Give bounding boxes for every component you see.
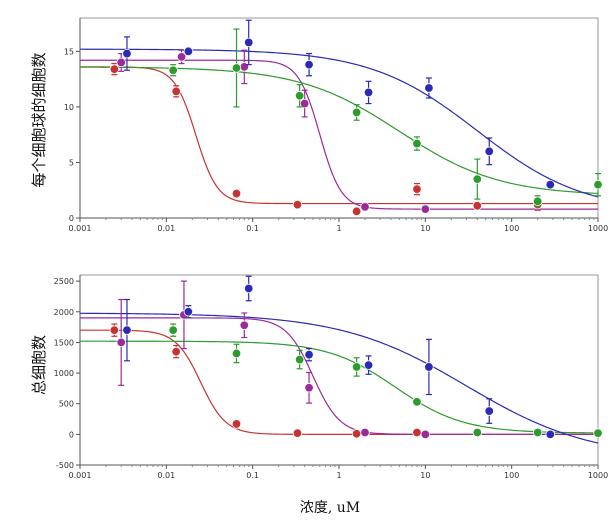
y-tick-label: 2500: [54, 277, 74, 286]
x-tick-label: 1: [336, 224, 341, 233]
data-point: [484, 406, 494, 416]
data-point: [294, 354, 305, 365]
data-point: [183, 46, 194, 57]
y-tick-label: 0: [69, 430, 74, 439]
data-point: [231, 188, 242, 199]
x-tick-label: 0.01: [157, 471, 175, 480]
data-point: [292, 428, 303, 438]
data-point: [412, 427, 422, 438]
data-point: [304, 349, 314, 360]
data-point: [239, 320, 250, 330]
data-point: [231, 419, 242, 429]
plot-area: [79, 17, 599, 219]
data-point: [593, 179, 603, 190]
fit-curve-3: [80, 312, 598, 444]
data-point: [472, 174, 483, 184]
data-point: [532, 196, 543, 207]
data-point: [351, 362, 362, 372]
y-tick-label: 5: [69, 158, 74, 167]
data-point: [304, 383, 314, 393]
data-point: [116, 57, 126, 68]
x-axis-label: 浓度, uM: [300, 500, 360, 516]
y-tick-label: 1000: [54, 369, 74, 378]
fit-curve-1: [80, 59, 598, 210]
data-point: [294, 91, 305, 101]
x-tick-label: 0.001: [69, 471, 92, 480]
data-point: [168, 325, 178, 335]
y-tick-label: -500: [56, 461, 74, 470]
fit-curve-1: [80, 317, 598, 435]
data-point: [351, 107, 362, 118]
y-axis-label-top: 每个细胞球的细胞数: [30, 52, 48, 187]
plot-area: [79, 274, 599, 466]
data-point: [420, 204, 431, 214]
fit-curve-3: [80, 48, 598, 198]
data-point: [171, 86, 181, 97]
data-point: [593, 428, 603, 438]
x-tick-label: 0.01: [157, 224, 175, 233]
x-tick-label: 1000: [588, 471, 608, 480]
data-point: [299, 98, 310, 109]
data-point: [122, 48, 132, 59]
fit-curve-2: [80, 66, 598, 194]
x-tick-label: 100: [504, 471, 519, 480]
y-tick-label: 1500: [54, 338, 74, 347]
chart-cells-per-sphere: 0.001 0.01 0.1 1 10 100 1000 0 5 10 15: [64, 17, 608, 233]
data-point: [168, 65, 178, 75]
data-point: [360, 202, 370, 212]
data-point: [545, 429, 555, 440]
data-point: [292, 199, 303, 210]
x-tick-label: 0.1: [246, 471, 259, 480]
data-point: [472, 201, 483, 211]
data-point: [545, 179, 555, 190]
data-point: [412, 184, 422, 194]
x-tick-label: 0.1: [246, 224, 259, 233]
x-tick-label: 0.001: [69, 224, 92, 233]
x-tick-label: 10: [420, 471, 430, 480]
data-point: [231, 63, 242, 73]
data-point: [231, 348, 242, 359]
data-point: [109, 325, 120, 335]
data-point: [183, 307, 194, 317]
chart-total-cells: 0.001 0.01 0.1 1 10 100 1000 -500 0 500 1000 1500 20…: [54, 274, 608, 480]
data-point: [424, 83, 434, 93]
data-point: [472, 427, 483, 438]
data-point: [116, 337, 126, 348]
y-tick-label: 0: [69, 214, 74, 223]
x-tick-label: 100: [504, 224, 519, 233]
data-point: [122, 325, 132, 335]
data-point: [304, 59, 314, 70]
y-tick-label: 2000: [54, 308, 74, 317]
data-point: [532, 427, 543, 438]
data-point: [363, 360, 374, 370]
data-point: [109, 64, 120, 74]
data-point: [171, 346, 181, 357]
x-tick-label: 1000: [588, 224, 608, 233]
fit-curve-0: [80, 66, 598, 205]
y-axis-label-bottom: 总细胞数: [30, 335, 48, 395]
x-tick-label: 1: [336, 471, 341, 480]
data-point: [239, 62, 250, 72]
data-point: [244, 37, 254, 48]
y-tick-label: 500: [59, 400, 74, 409]
data-point: [351, 429, 362, 439]
y-tick-label: 15: [64, 47, 74, 56]
x-tick-label: 10: [420, 224, 430, 233]
data-point: [176, 52, 187, 62]
data-point: [412, 138, 422, 149]
data-point: [484, 146, 494, 157]
data-point: [351, 206, 362, 217]
y-tick-label: 10: [64, 103, 74, 112]
data-point: [244, 283, 254, 294]
data-point: [363, 87, 374, 98]
data-point: [360, 427, 370, 438]
data-point: [424, 362, 434, 372]
fit-curve-2: [80, 340, 598, 434]
data-point: [420, 429, 431, 440]
data-point: [412, 397, 422, 407]
